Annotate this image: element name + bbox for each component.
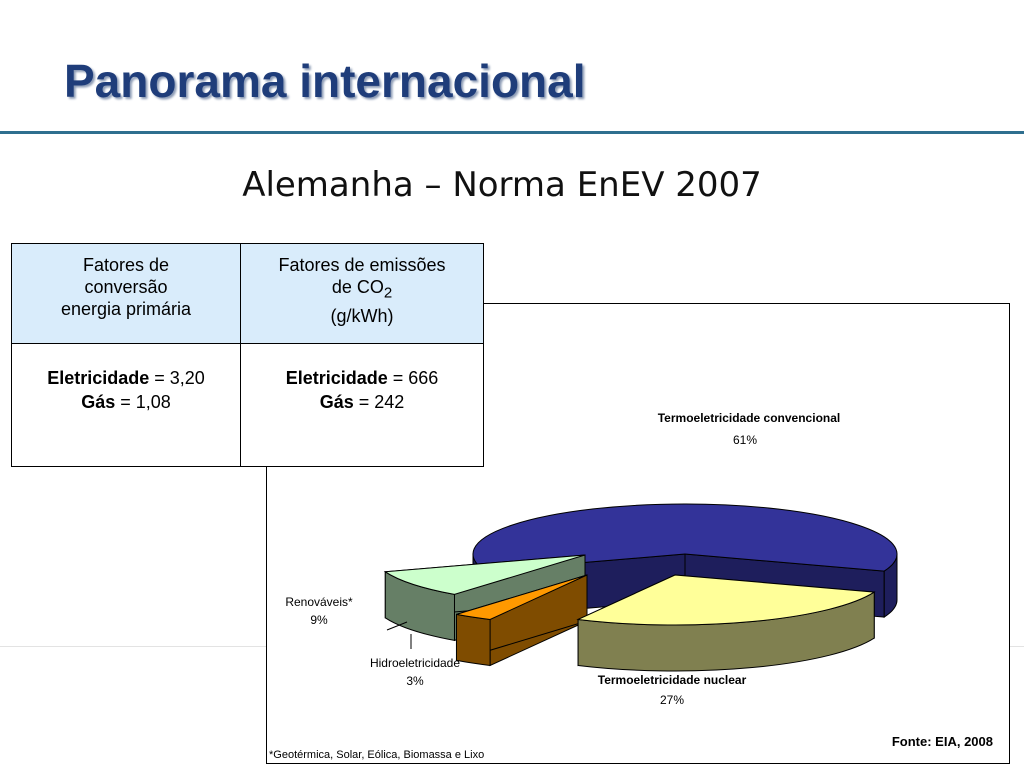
header2-line1: Fatores de emissões	[278, 255, 446, 275]
cell-label: Gás	[319, 392, 354, 412]
chart-footnote: *Geotérmica, Solar, Eólica, Biomassa e L…	[269, 749, 485, 761]
pie-slice-2	[455, 574, 588, 667]
slice-value-1: 27%	[660, 693, 684, 707]
header-primary-energy: Fatores de conversão energia primária	[11, 243, 241, 344]
slice-label-3: Renováveis*	[285, 595, 353, 609]
header2-subscript: 2	[383, 284, 393, 302]
slice-label-0: Termoeletricidade convencional	[658, 411, 841, 425]
cell-label: Eletricidade	[285, 368, 388, 388]
slice-value-2: 3%	[406, 674, 424, 688]
header2-line3: (g/kWh)	[330, 305, 394, 326]
slice-value-0: 61%	[733, 433, 757, 447]
header2-line2: de CO	[331, 277, 384, 297]
slice-label-1: Termoeletricidade nuclear	[598, 673, 747, 687]
cell-label: Gás	[81, 392, 116, 412]
header1-line2: conversão	[84, 277, 168, 297]
cell-value: = 1,08	[115, 392, 171, 412]
header-co2-emissions: Fatores de emissões de CO2 (g/kWh)	[240, 243, 484, 344]
header1-line3: energia primária	[60, 299, 192, 319]
cell-conversion-values: Eletricidade = 3,20 Gás = 1,08	[11, 343, 241, 467]
chart-source: Fonte: EIA, 2008	[891, 734, 993, 749]
cell-value: = 3,20	[149, 368, 205, 388]
title-divider	[0, 131, 1024, 134]
slice-label-2: Hidroeletricidade	[370, 656, 460, 670]
table-header-row: Fatores de conversão energia primária Fa…	[11, 243, 484, 344]
pie-slice-1	[576, 574, 876, 672]
conversion-factors-table: Fatores de conversão energia primária Fa…	[11, 243, 484, 467]
header1-line1: Fatores de	[82, 255, 170, 275]
slice-value-3: 9%	[310, 613, 328, 627]
slide-title: Panorama internacional	[64, 55, 586, 107]
leader-line-renovaveis	[386, 621, 408, 631]
slide-subtitle: Alemanha – Norma EnEV 2007	[242, 165, 762, 205]
pie-chart: Termoeletricidade convencional 61% Termoel…	[266, 303, 1010, 764]
cell-value: = 666	[387, 368, 439, 388]
cell-label: Eletricidade	[47, 368, 150, 388]
cell-emission-values: Eletricidade = 666 Gás = 242	[240, 343, 484, 467]
cell-value: = 242	[353, 392, 405, 412]
table-row: Eletricidade = 3,20 Gás = 1,08 Eletricid…	[11, 343, 484, 467]
pie-chart-svg: Termoeletricidade convencional 61% Termoel…	[285, 411, 898, 707]
